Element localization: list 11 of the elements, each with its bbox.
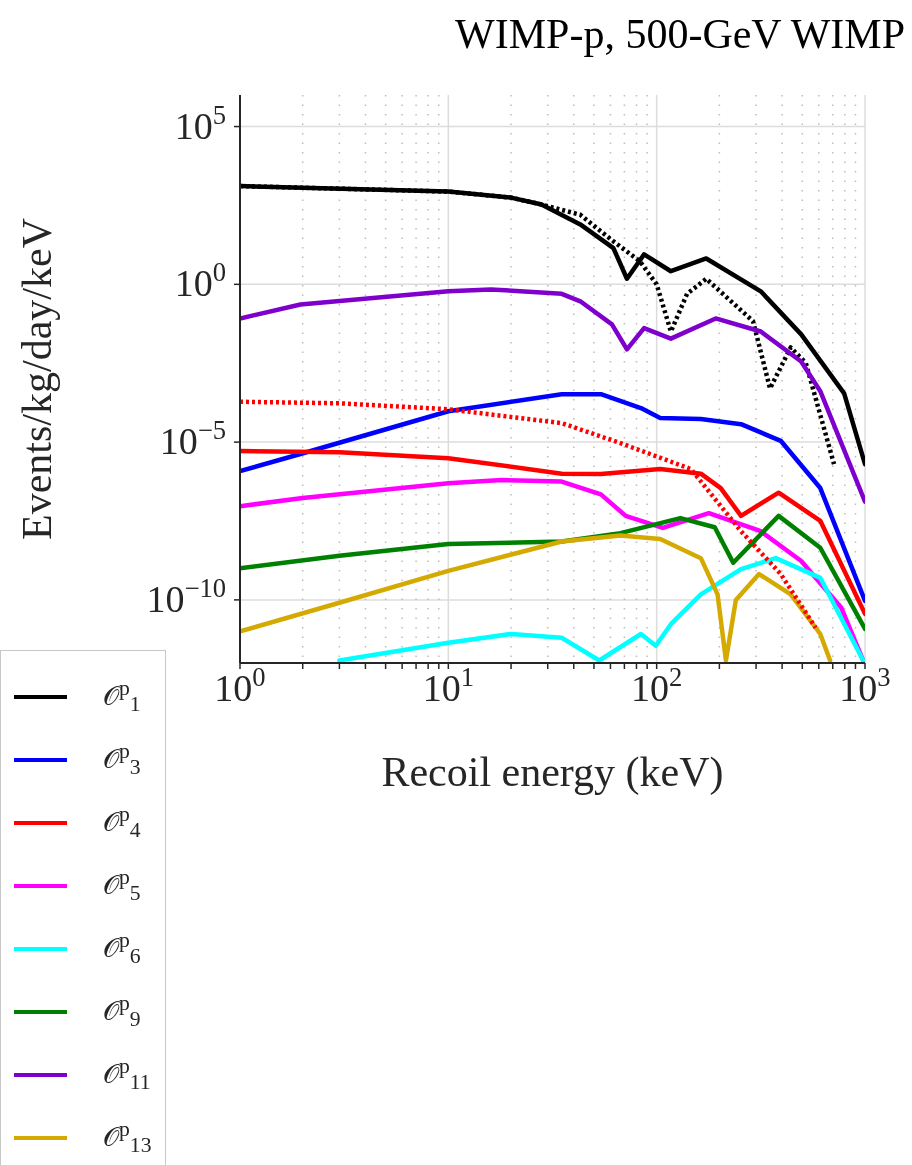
chart-title: WIMP-p, 500-GeV WIMP	[455, 10, 905, 58]
x-tick-label: 10$^{2}$	[631, 662, 683, 709]
x-axis-title: Recoil energy (keV)	[381, 749, 724, 796]
x-tick-label: 10$^{3}$	[839, 662, 891, 709]
y-tick-label: 10$^{−10}$	[146, 572, 226, 620]
y-tick-label: 10$^{0}$	[174, 257, 226, 305]
y-tick-label: 10$^{5}$	[174, 99, 226, 147]
y-tick-label: 10$^{−5}$	[159, 415, 226, 463]
x-tick-label: 10$^{0}$	[214, 662, 266, 709]
y-axis-title: Events/kg/day/keV	[13, 218, 60, 540]
x-tick-label: 10$^{1}$	[422, 662, 474, 709]
